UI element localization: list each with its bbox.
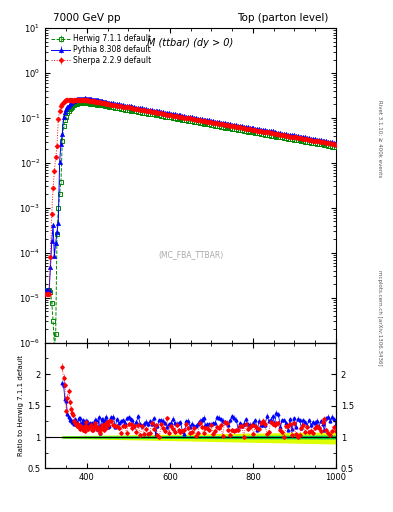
Text: mcplots.cern.ch [arXiv:1306.3436]: mcplots.cern.ch [arXiv:1306.3436]	[377, 270, 382, 365]
Text: Rivet 3.1.10; ≥ 400k events: Rivet 3.1.10; ≥ 400k events	[377, 100, 382, 177]
Text: M (ttbar) (dy > 0): M (ttbar) (dy > 0)	[147, 37, 234, 48]
Y-axis label: Ratio to Herwig 7.1.1 default: Ratio to Herwig 7.1.1 default	[18, 355, 24, 456]
Text: (MC_FBA_TTBAR): (MC_FBA_TTBAR)	[158, 250, 223, 259]
Text: 7000 GeV pp: 7000 GeV pp	[53, 13, 121, 23]
Legend: Herwig 7.1.1 default, Pythia 8.308 default, Sherpa 2.2.9 default: Herwig 7.1.1 default, Pythia 8.308 defau…	[49, 32, 154, 68]
Text: Top (parton level): Top (parton level)	[237, 13, 328, 23]
